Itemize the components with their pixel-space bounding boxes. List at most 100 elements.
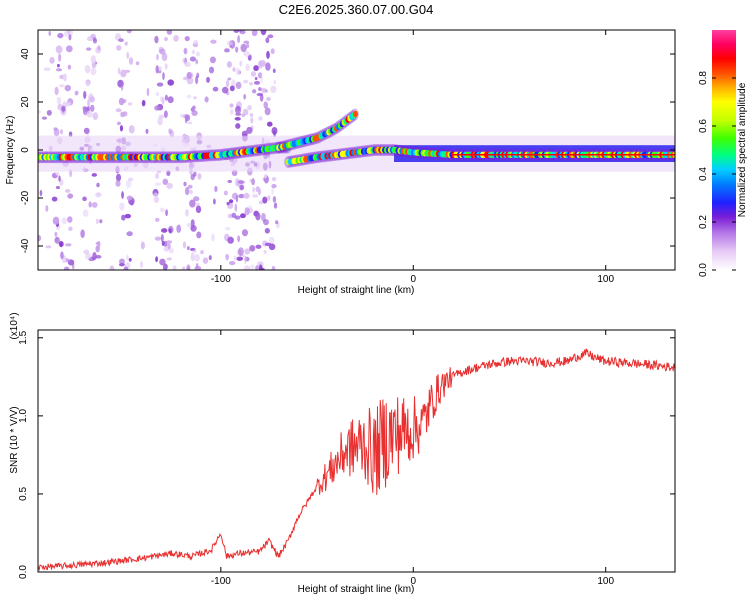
spectrogram-noise-cell [243,40,250,44]
colorbar-tick-label: 0.8 [698,71,709,85]
spectrogram-noise-cell [260,75,263,83]
spectrogram-noise-cell [55,172,60,176]
spectrogram-noise-cell [193,96,197,100]
snr-x-tick-label: -100 [211,576,231,587]
spectrogram-noise-cell [189,190,193,195]
spectrogram-noise-cell [184,187,190,196]
spectrogram-noise-cell [165,209,168,217]
spectrogram-noise-cell [90,104,95,112]
spectrogram-noise-cell [237,35,241,44]
snr-x-tick-label: 0 [410,576,416,587]
spectrogram-noise-cell [60,129,63,135]
spectrogram-noise-cell [258,200,263,205]
spectrogram-noise-cell [145,128,149,134]
spectrogram-noise-cell [249,112,254,118]
spectrogram-noise-cell [161,52,168,62]
spectrogram-noise-cell [228,260,236,266]
spectrogram-noise-cell [126,51,130,59]
spectrogram-noise-cell [141,99,146,107]
spectrogram-noise-cell [154,182,162,186]
spectrogram-noise-cell [154,236,161,241]
spectrogram-noise-cell [243,192,250,199]
spectrogram-band [38,135,675,172]
spectrogram-noise-cell [257,72,262,79]
spectrogram-noise-cell [252,186,256,193]
spectrogram-noise-cell [264,242,272,247]
spectrogram-noise-cell [87,36,94,42]
spectrogram-noise-cell [116,44,122,51]
spectrogram-noise-cell [238,30,243,33]
snr-y-tick-label: 1.5 [18,330,29,344]
spectrogram-noise-cell [263,173,267,179]
spectrogram-noise-cell [180,113,184,118]
spectrogram-noise-cell [160,234,164,243]
spectrogram-noise-cell [65,45,73,53]
spectrogram-noise-cell [125,179,132,188]
spectrogram-noise-cell [250,71,257,77]
spectrogram-noise-cell [235,67,241,76]
spectrogram-noise-cell [226,40,233,46]
spectrogram-noise-cell [204,96,209,103]
spectrogram-noise-cell [176,224,182,233]
spectrogram-noise-cell [167,96,174,104]
spectrogram-noise-cell [251,30,258,37]
spectrogram-noise-cell [190,252,195,262]
spectrogram-noise-cell [155,256,158,263]
spectrogram-noise-cell [261,87,267,94]
spectrogram-noise-cell [257,261,264,267]
spectrogram-noise-cell [263,101,268,109]
spectrogram-noise-cell [166,257,173,261]
spectrogram-noise-cell [189,199,196,208]
spectrogram-noise-cell [258,60,263,69]
spectrogram-noise-cell [260,30,267,36]
spectrogram-noise-cell [184,116,188,124]
spectrogram-x-tick-label: -100 [211,274,231,285]
snr-y-tick-label: 1.0 [18,408,29,422]
snr-plot-area [38,330,675,572]
spectrogram-noise-cell [54,231,58,237]
spectrogram-noise-cell [84,64,91,74]
spectrogram-noise-cell [213,198,216,205]
spectrogram-noise-cell [271,187,274,195]
spectrogram-noise-cell [59,241,63,248]
spectrogram-noise-cell [74,90,79,96]
spectrogram-noise-cell [182,241,187,249]
spectrogram-noise-cell [57,32,64,39]
spectrogram-noise-cell [164,63,168,70]
spectrogram-noise-cell [271,184,277,189]
spectrogram-noise-cell [211,233,215,242]
spectrogram-noise-cell [83,127,90,135]
spectrogram-noise-cell [233,255,237,261]
spectrogram-noise-cell [39,189,43,197]
spectrogram-noise-cell [235,46,239,53]
spectrogram-noise-cell [153,192,158,197]
spectrogram-noise-cell [128,257,132,262]
spectrogram-noise-cell [85,47,92,51]
spectrogram-noise-cell [210,39,217,44]
snr-x-tick-label: 100 [597,576,614,587]
spectrogram-noise-cell [193,40,199,45]
spectrogram-noise-cell [186,94,192,99]
spectrogram-noise-cell [163,263,168,270]
spectrogram-noise-cell [184,61,191,68]
spectrogram-noise-cell [234,117,241,121]
spectrogram-noise-cell [168,128,173,135]
snr-series-group [38,348,675,572]
spectrogram-noise-cell [194,254,200,262]
spectrogram-noise-cell [271,265,276,270]
spectrogram-noise-cell [90,67,97,76]
spectrogram-noise-cell [229,85,235,92]
spectrogram-noise-cell [84,252,92,260]
spectrogram-noise-cell [187,184,193,189]
spectrogram-noise-cell [206,76,210,83]
spectrogram-noise-cell [235,178,239,187]
spectrogram-noise-cell [192,249,197,253]
figure-title: C2E6.2025.360.07.00.G04 [279,2,434,17]
spectrogram-noise-cell [58,53,62,62]
spectrogram-noise-cell [223,190,228,196]
spectrogram-noise-cell [38,234,42,242]
spectrogram-noise-cell [121,214,126,221]
spectrogram-noise-cell [57,63,60,68]
spectrogram-noise-cell [268,236,275,244]
spectrogram-noise-cell [167,79,175,86]
